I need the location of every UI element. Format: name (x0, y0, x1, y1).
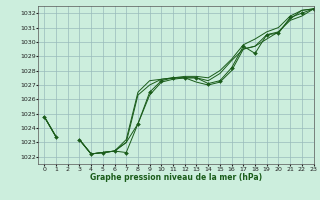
X-axis label: Graphe pression niveau de la mer (hPa): Graphe pression niveau de la mer (hPa) (90, 173, 262, 182)
